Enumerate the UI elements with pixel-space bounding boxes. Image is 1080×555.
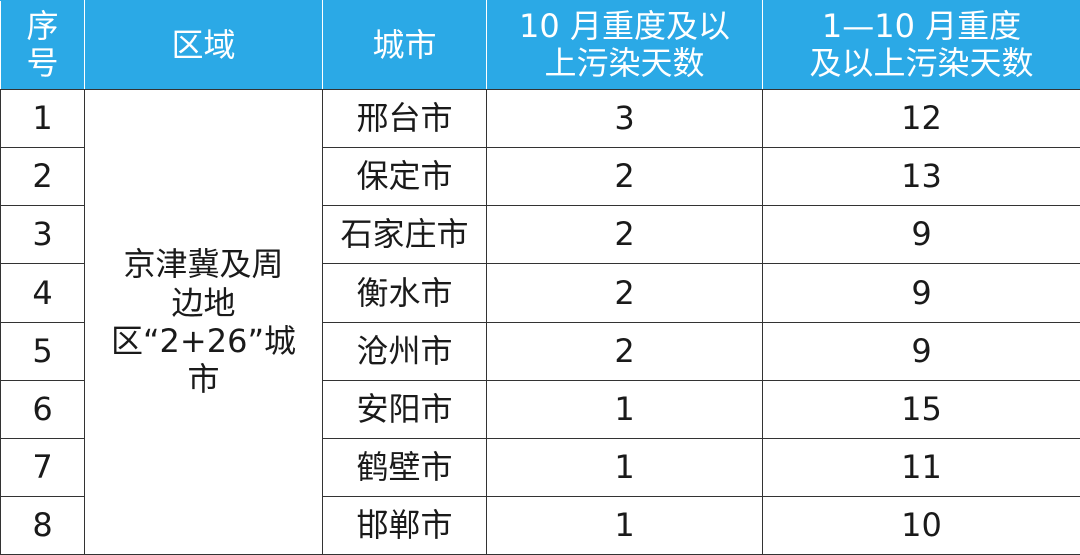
table-cell: 1 (486, 379, 763, 439)
region-text: 京津冀及周边地区“2+26”城市 (110, 245, 297, 399)
table-cell: 9 (762, 321, 1080, 381)
table-cell: 15 (762, 379, 1080, 439)
header-cell: 1—10 月重度及以上污染天数 (762, 0, 1080, 90)
table-body: 1 京津冀及周边地区“2+26”城市 邢台市 3 12 2 保定市 2 13 3 石家庄市 2 9 4 衡水… (0, 88, 1080, 555)
table-cell: 11 (762, 437, 1080, 497)
header-cell: 城市 (322, 0, 487, 90)
table-row: 2 保定市 2 13 (0, 147, 1080, 207)
table-cell: 2 (486, 263, 763, 323)
table-cell: 安阳市 (322, 379, 487, 439)
header-text: 1—10 月重度及以上污染天数 (809, 7, 1034, 82)
table-cell: 7 (0, 437, 85, 497)
table-row: 6 安阳市 1 15 (0, 379, 1080, 439)
table-cell: 2 (0, 147, 85, 207)
table-cell: 邢台市 (322, 88, 487, 149)
table-cell: 3 (0, 205, 85, 265)
header-text: 城市 (372, 25, 437, 64)
table-cell: 2 (486, 147, 763, 207)
header-row: 序号 区域 城市 10 月重度及以上污染天数 1—10 月重度及以上污染天数 (0, 0, 1080, 90)
table-cell: 衡水市 (322, 263, 487, 323)
header-cell: 区域 (84, 0, 323, 90)
table-cell: 邯郸市 (322, 495, 487, 555)
table-cell: 9 (762, 205, 1080, 265)
table-cell: 4 (0, 263, 85, 323)
table-cell: 6 (0, 379, 85, 439)
table-cell: 13 (762, 147, 1080, 207)
table-cell: 2 (486, 205, 763, 265)
table-cell: 1 (486, 495, 763, 555)
header-text: 10 月重度及以上污染天数 (519, 7, 730, 82)
table-row: 1 京津冀及周边地区“2+26”城市 邢台市 3 12 (0, 88, 1080, 555)
table-row: 8 邯郸市 1 10 (0, 495, 1080, 555)
table-cell: 8 (0, 495, 85, 555)
table-cell: 保定市 (322, 147, 487, 207)
table-cell: 5 (0, 321, 85, 381)
table-row: 5 沧州市 2 9 (0, 321, 1080, 381)
table-cell: 鹤壁市 (322, 437, 487, 497)
table-cell: 12 (762, 88, 1080, 149)
region-cell: 京津冀及周边地区“2+26”城市 (84, 89, 323, 555)
table-cell: 石家庄市 (322, 205, 487, 265)
table-cell: 2 (486, 321, 763, 381)
header-text: 区域 (171, 25, 236, 64)
table-cell: 3 (486, 88, 763, 149)
table-cell: 沧州市 (322, 321, 487, 381)
header-text: 序号 (26, 7, 59, 82)
table-cell: 1 (486, 437, 763, 497)
header-cell: 10 月重度及以上污染天数 (486, 0, 763, 90)
table-cell: 1 (0, 88, 85, 149)
table-row: 4 衡水市 2 9 (0, 263, 1080, 323)
table-cell: 9 (762, 263, 1080, 323)
table-cell: 10 (762, 495, 1080, 555)
header-cell: 序号 (0, 0, 85, 90)
